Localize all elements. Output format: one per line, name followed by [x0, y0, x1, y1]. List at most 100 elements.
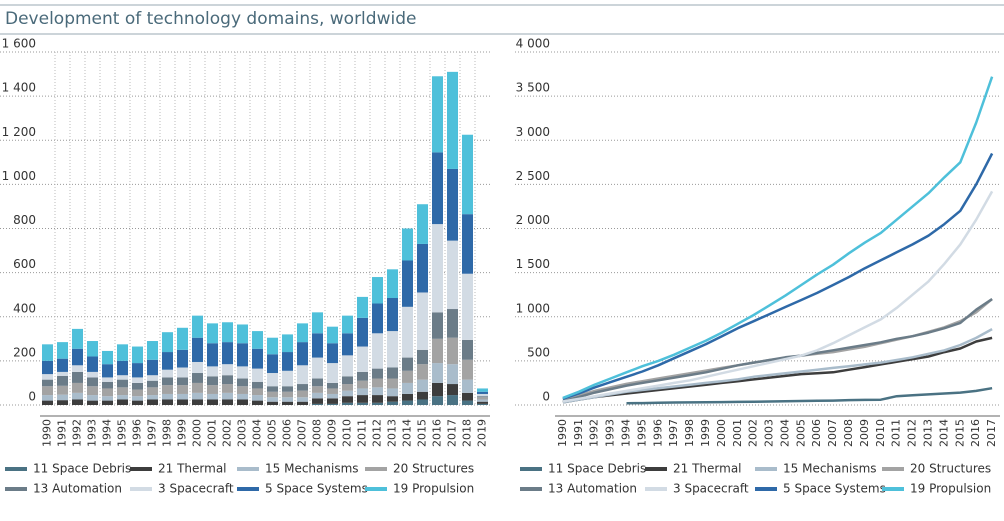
bar-segment — [342, 376, 353, 385]
bar-segment — [72, 399, 83, 405]
y-tick-label: 1 400 — [2, 81, 36, 95]
bar-segment — [267, 337, 278, 355]
legend-label: 5 Space Systems — [783, 482, 886, 496]
bar-segment — [282, 334, 293, 353]
bar-segment — [417, 349, 428, 365]
x-tick-label: 1998 — [683, 419, 696, 447]
bar-segment — [267, 373, 278, 387]
bar-segment — [237, 324, 248, 344]
line-series — [562, 336, 993, 404]
bar-segment — [462, 392, 473, 401]
bar-segment — [102, 350, 113, 365]
bar-segment — [72, 328, 83, 349]
x-tick-label: 2007 — [826, 419, 839, 447]
bar-segment — [312, 403, 323, 405]
bar-segment — [447, 240, 458, 310]
bar-segment — [222, 399, 233, 405]
bar-segment — [147, 395, 158, 400]
bar-segment — [252, 388, 263, 396]
bar-segment — [42, 379, 53, 387]
bar-segment — [462, 273, 473, 340]
x-tick-label: 2006 — [281, 419, 294, 447]
line-series — [562, 190, 994, 403]
bar-segment — [117, 344, 128, 361]
bar-segment — [147, 359, 158, 376]
bar-segment — [477, 403, 488, 405]
bar-segment — [417, 364, 428, 380]
y-tick-label: 600 — [13, 257, 36, 271]
bar-segment — [237, 386, 248, 394]
x-tick-label: 2003 — [236, 419, 249, 447]
bar-segment — [132, 396, 143, 401]
bar-segment — [462, 339, 473, 360]
bar-segment — [447, 337, 458, 365]
x-tick-label: 2012 — [906, 419, 919, 447]
bar-segment — [462, 359, 473, 380]
bar-segment — [387, 269, 398, 298]
bar-segment — [297, 390, 308, 398]
bar-segment — [57, 371, 68, 376]
y-tick-label: 2 500 — [516, 169, 550, 183]
bar-segment — [342, 384, 353, 391]
bar-segment — [432, 396, 443, 405]
bar-segment — [342, 315, 353, 334]
bar-segment — [342, 333, 353, 356]
y-tick-label: 200 — [13, 345, 36, 359]
legend-label: 15 Mechanisms — [783, 462, 877, 476]
bar-segment — [207, 376, 218, 386]
legend-label: 13 Automation — [33, 482, 122, 496]
x-tick-label: 1991 — [572, 419, 585, 447]
y-tick-label: 4 000 — [516, 37, 550, 51]
bar-segment — [222, 342, 233, 365]
bar-segment — [147, 387, 158, 396]
bar-segment — [432, 224, 443, 313]
bar-segment — [342, 390, 353, 397]
x-tick-label: 2005 — [794, 419, 807, 447]
x-tick-label: 2010 — [341, 419, 354, 447]
bar-segment — [402, 306, 413, 358]
bar-segment — [282, 370, 293, 387]
bar-segment — [72, 382, 83, 393]
bar-segment — [267, 354, 278, 374]
bar-segment — [417, 243, 428, 293]
y-tick-label: 1 000 — [2, 169, 36, 183]
bar-segment — [327, 393, 338, 399]
x-tick-label: 2000 — [191, 419, 204, 447]
bar-segment — [327, 382, 338, 389]
x-tick-label: 2003 — [763, 419, 776, 447]
bar-segment — [447, 309, 458, 338]
x-tick-label: 1994 — [620, 419, 633, 447]
legend-label: 19 Propulsion — [910, 482, 991, 496]
y-tick-label: 800 — [13, 213, 36, 227]
bar-segment — [87, 377, 98, 387]
bar-segment — [327, 343, 338, 364]
x-tick-label: 1993 — [604, 419, 617, 447]
bar-segment — [387, 401, 398, 405]
x-tick-label: 1993 — [86, 419, 99, 447]
bar-segment — [162, 377, 173, 386]
bar-segment — [447, 364, 458, 385]
x-tick-label: 2009 — [858, 419, 871, 447]
bar-segment — [177, 385, 188, 394]
legend-label: 5 Space Systems — [265, 482, 368, 496]
bar-segment — [477, 393, 488, 397]
bar-segment — [57, 375, 68, 386]
bar-segment — [267, 401, 278, 405]
bar-segment — [342, 355, 353, 377]
bar-segment — [297, 401, 308, 405]
bar-segment — [102, 396, 113, 401]
bar-segment — [207, 323, 218, 344]
bar-segment — [237, 378, 248, 387]
bar-segment — [252, 368, 263, 382]
bar-segment — [417, 204, 428, 244]
x-tick-label: 2008 — [311, 419, 324, 447]
x-tick-label: 2019 — [476, 419, 489, 447]
bar-segment — [282, 352, 293, 371]
bar-segment — [357, 380, 368, 389]
bar-segment — [402, 228, 413, 261]
bar-segment — [72, 392, 83, 400]
bar-segment — [327, 363, 338, 383]
bar-segment — [402, 260, 413, 307]
bar-segment — [282, 391, 293, 398]
